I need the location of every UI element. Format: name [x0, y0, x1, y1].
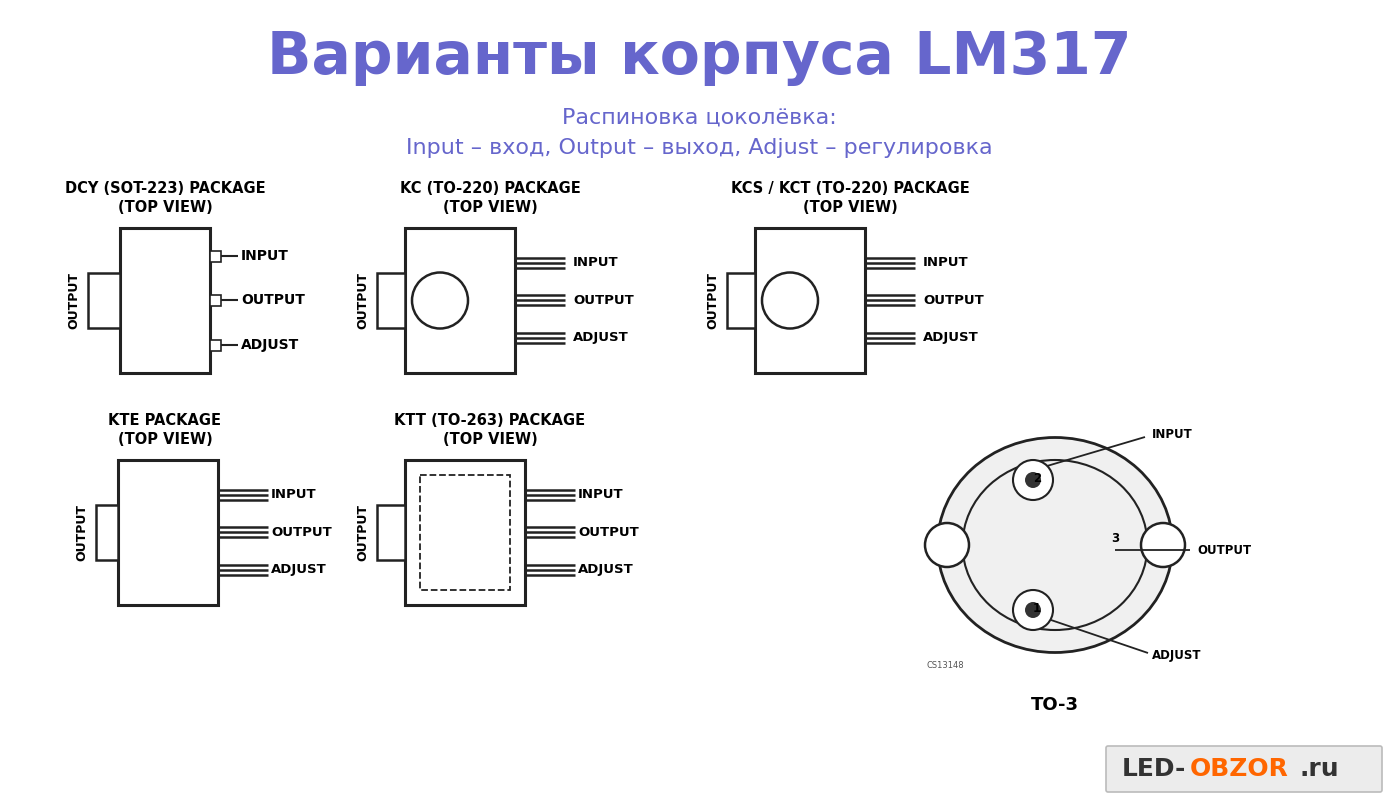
Circle shape — [1141, 523, 1186, 567]
Text: ADJUST: ADJUST — [240, 338, 299, 352]
Text: ADJUST: ADJUST — [573, 331, 629, 345]
Bar — [96, 505, 117, 560]
Text: DCY (SOT-223) PACKAGE
(TOP VIEW): DCY (SOT-223) PACKAGE (TOP VIEW) — [64, 182, 266, 214]
Text: TO-3: TO-3 — [1030, 696, 1079, 714]
Text: OUTPUT: OUTPUT — [573, 294, 633, 306]
Text: INPUT: INPUT — [240, 249, 289, 263]
Text: KTT (TO-263) PACKAGE
(TOP VIEW): KTT (TO-263) PACKAGE (TOP VIEW) — [394, 413, 586, 446]
Bar — [210, 339, 221, 350]
Circle shape — [925, 523, 969, 567]
FancyBboxPatch shape — [1106, 746, 1383, 792]
Bar — [377, 273, 405, 328]
Circle shape — [1014, 460, 1053, 500]
Text: KCS / KCT (TO-220) PACKAGE
(TOP VIEW): KCS / KCT (TO-220) PACKAGE (TOP VIEW) — [731, 182, 969, 214]
Ellipse shape — [938, 438, 1173, 653]
Bar — [210, 294, 221, 306]
Bar — [210, 250, 221, 262]
Circle shape — [412, 273, 468, 329]
Text: ADJUST: ADJUST — [271, 563, 327, 577]
Text: INPUT: INPUT — [573, 257, 619, 270]
Text: 2: 2 — [1033, 471, 1042, 485]
Text: OUTPUT: OUTPUT — [1197, 543, 1251, 557]
Text: Варианты корпуса LM317: Варианты корпуса LM317 — [267, 30, 1131, 86]
Text: OUTPUT: OUTPUT — [923, 294, 984, 306]
Text: INPUT: INPUT — [1152, 429, 1192, 442]
Bar — [120, 228, 210, 373]
Text: OUTPUT: OUTPUT — [356, 272, 369, 329]
Text: .ru: .ru — [1300, 757, 1339, 781]
Text: Распиновка цоколёвка:: Распиновка цоколёвка: — [562, 108, 836, 128]
Bar — [405, 460, 526, 605]
Circle shape — [762, 273, 818, 329]
Text: OUTPUT: OUTPUT — [356, 504, 369, 561]
Text: KC (TO-220) PACKAGE
(TOP VIEW): KC (TO-220) PACKAGE (TOP VIEW) — [400, 182, 580, 214]
Text: INPUT: INPUT — [923, 257, 969, 270]
Text: 1: 1 — [1033, 602, 1042, 614]
Text: KTE PACKAGE
(TOP VIEW): KTE PACKAGE (TOP VIEW) — [109, 413, 221, 446]
Text: INPUT: INPUT — [271, 489, 316, 502]
Text: CS13148: CS13148 — [927, 661, 963, 670]
Bar — [405, 228, 514, 373]
Bar — [88, 273, 120, 328]
Text: ADJUST: ADJUST — [1152, 649, 1201, 662]
Text: ADJUST: ADJUST — [577, 563, 633, 577]
Text: OUTPUT: OUTPUT — [577, 526, 639, 538]
Text: OUTPUT: OUTPUT — [240, 293, 305, 307]
Circle shape — [1014, 590, 1053, 630]
Ellipse shape — [962, 460, 1148, 630]
Text: LED-: LED- — [1123, 757, 1187, 781]
Bar — [727, 273, 755, 328]
Text: ADJUST: ADJUST — [923, 331, 979, 345]
Bar — [117, 460, 218, 605]
Text: Input – вход, Output – выход, Adjust – регулировка: Input – вход, Output – выход, Adjust – р… — [405, 138, 993, 158]
Bar — [377, 505, 405, 560]
Text: OBZOR: OBZOR — [1190, 757, 1289, 781]
Text: OUTPUT: OUTPUT — [67, 272, 81, 329]
Text: OUTPUT: OUTPUT — [706, 272, 720, 329]
Text: OUTPUT: OUTPUT — [271, 526, 331, 538]
Text: OUTPUT: OUTPUT — [75, 504, 88, 561]
Text: 3: 3 — [1111, 531, 1118, 545]
Bar — [419, 475, 510, 590]
Text: INPUT: INPUT — [577, 489, 624, 502]
Circle shape — [1025, 602, 1042, 618]
Bar — [755, 228, 865, 373]
Circle shape — [1025, 472, 1042, 488]
